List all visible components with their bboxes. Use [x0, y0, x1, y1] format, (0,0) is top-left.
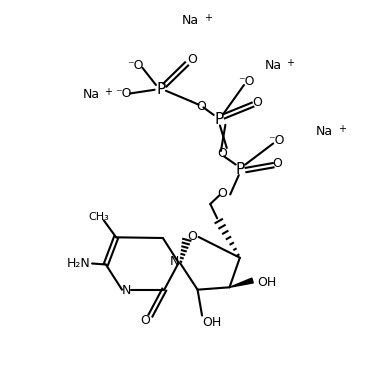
Text: N: N	[122, 284, 131, 297]
Text: ⁻O: ⁻O	[115, 87, 132, 100]
Text: CH₃: CH₃	[88, 212, 109, 222]
Text: ⁻O: ⁻O	[127, 59, 144, 72]
Text: O: O	[273, 157, 283, 171]
Text: O: O	[187, 230, 197, 243]
Text: H₂N: H₂N	[66, 257, 90, 270]
Text: +: +	[104, 87, 112, 97]
Text: Na: Na	[265, 59, 282, 72]
Text: O: O	[218, 187, 228, 200]
Text: O: O	[252, 96, 262, 109]
Text: O: O	[187, 53, 197, 66]
Text: +: +	[338, 124, 346, 134]
Text: O: O	[218, 147, 228, 160]
Polygon shape	[229, 278, 253, 287]
Text: +: +	[204, 13, 212, 23]
Text: +: +	[287, 58, 294, 68]
Text: P: P	[215, 112, 224, 127]
Text: N: N	[170, 255, 179, 268]
Text: OH: OH	[258, 276, 277, 289]
Text: O: O	[140, 314, 150, 327]
Text: Na: Na	[82, 88, 100, 101]
Text: ⁻O: ⁻O	[239, 75, 255, 88]
Text: Na: Na	[182, 14, 199, 27]
Text: Na: Na	[316, 125, 333, 138]
Text: P: P	[236, 162, 245, 177]
Text: P: P	[156, 82, 166, 96]
Text: OH: OH	[203, 316, 222, 329]
Text: ⁻O: ⁻O	[268, 134, 285, 147]
Text: O: O	[196, 99, 206, 113]
